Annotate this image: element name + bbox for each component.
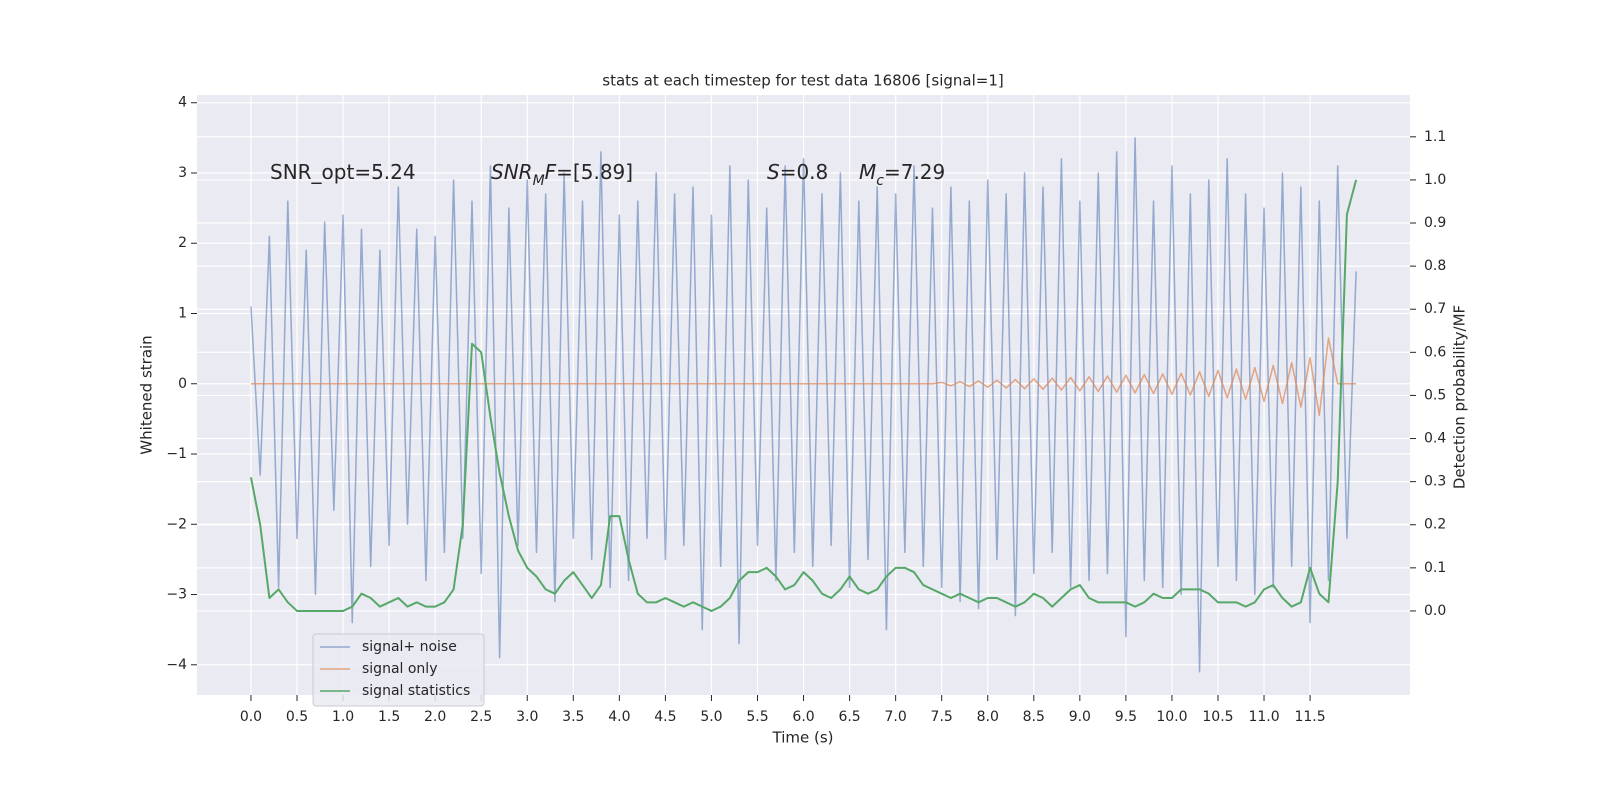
x-tick-label: 7.5	[931, 709, 953, 725]
annotation-part: M	[533, 173, 545, 189]
y-tick-label: −4	[166, 657, 187, 673]
series-line	[250, 137, 1357, 673]
y-tick-label: −3	[166, 587, 187, 603]
x-tick-label: 10.0	[1156, 709, 1187, 725]
series-line	[250, 337, 1357, 417]
marks	[249, 137, 1358, 673]
y2-tick-label: 1.1	[1424, 129, 1446, 145]
y-axis-label: Whitened strain	[138, 335, 156, 454]
x-tick-label: 9.0	[1069, 709, 1091, 725]
y2-tick-label: 0.2	[1424, 517, 1446, 533]
y-tick-label: 4	[178, 95, 187, 111]
y2-tick-label: 0.6	[1424, 344, 1446, 360]
x-tick-label: 3.5	[562, 709, 584, 725]
annotation-part: =[5.89]	[556, 160, 633, 184]
chart-title: stats at each timestep for test data 168…	[602, 72, 1003, 90]
x-tick-label: 4.0	[608, 709, 630, 725]
legend-label: signal statistics	[362, 683, 470, 699]
x-tick-label: 1.0	[332, 709, 354, 725]
axes: 0.0 0.5 1.0 1.5 2.0 2.5 3.0 3.5 4.0 4.5 5.0 5.5 6.0 6…	[166, 95, 1446, 725]
y2-tick-label: 0.3	[1424, 474, 1446, 490]
annotation: Mc=7.29	[859, 160, 945, 190]
annotation-part: M	[859, 160, 876, 184]
x-tick-label: 4.5	[654, 709, 676, 725]
x-tick-label: 6.5	[838, 709, 860, 725]
y-tick-label: 0	[178, 376, 187, 392]
y2-tick-label: 0.7	[1424, 301, 1446, 317]
annotation-part: c	[876, 173, 884, 189]
annotation-part: =7.29	[884, 160, 945, 184]
x-tick-label: 0.0	[240, 709, 262, 725]
legend: signal+ noise signal only signal statist…	[312, 633, 485, 707]
y2-tick-label: 0.1	[1424, 560, 1446, 576]
x-axis-label: Time (s)	[772, 729, 834, 747]
legend-label: signal+ noise	[362, 639, 457, 655]
series-line	[249, 179, 1358, 612]
y-tick-label: −1	[166, 446, 187, 462]
y-tick-label: 1	[178, 306, 187, 322]
annotation-part: =0.8	[780, 160, 829, 184]
x-tick-label: 8.0	[977, 709, 999, 725]
x-tick-label: 7.0	[885, 709, 907, 725]
y-tick-label: −2	[166, 516, 187, 532]
x-tick-label: 3.0	[516, 709, 538, 725]
x-tick-label: 1.5	[378, 709, 400, 725]
x-tick-label: 11.0	[1248, 709, 1279, 725]
x-tick-label: 8.5	[1023, 709, 1045, 725]
x-tick-label: 10.5	[1202, 709, 1233, 725]
y2-tick-label: 0.5	[1424, 387, 1446, 403]
y2-tick-label: 0.9	[1424, 215, 1446, 231]
annotation-part: F	[545, 160, 557, 184]
legend-label: signal only	[362, 661, 437, 677]
x-tick-label: 11.5	[1294, 709, 1325, 725]
annotation: SNR_opt=5.24	[270, 160, 416, 184]
y2-tick-label: 0.0	[1424, 603, 1446, 619]
y-tick-label: 2	[178, 235, 187, 251]
annotation: SNRMF=[5.89]	[491, 160, 633, 190]
x-tick-label: 9.5	[1115, 709, 1137, 725]
y2-axis-label: Detection probability/MF	[1451, 305, 1469, 489]
annotation: S=0.8	[767, 160, 828, 184]
x-tick-label: 0.5	[286, 709, 308, 725]
annotation-part: S	[767, 160, 780, 184]
y2-tick-label: 0.4	[1424, 431, 1446, 447]
y2-tick-label: 0.8	[1424, 258, 1446, 274]
x-tick-label: 5.0	[700, 709, 722, 725]
y2-tick-label: 1.0	[1424, 172, 1446, 188]
legend-box	[312, 633, 485, 707]
y-tick-label: 3	[178, 165, 187, 181]
annotation-part: SNR_opt=5.24	[270, 160, 416, 184]
annotation-part: SNR	[491, 160, 533, 184]
x-tick-label: 2.0	[424, 709, 446, 725]
x-tick-label: 6.0	[792, 709, 814, 725]
x-tick-label: 5.5	[746, 709, 768, 725]
x-tick-label: 2.5	[470, 709, 492, 725]
